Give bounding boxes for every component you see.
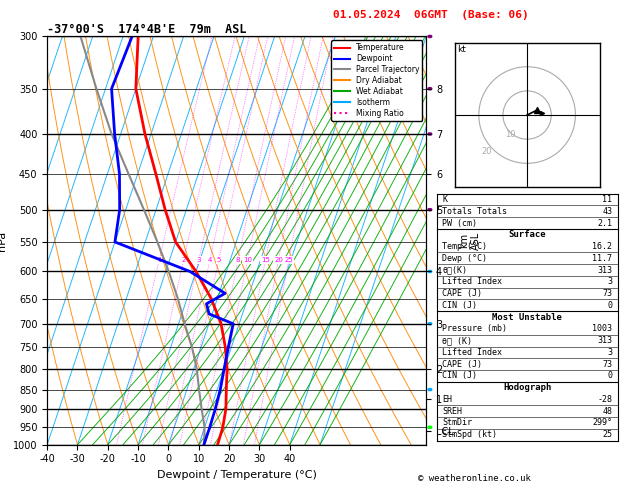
Text: -37°00'S  174°4B'E  79m  ASL: -37°00'S 174°4B'E 79m ASL <box>47 23 247 36</box>
Text: 0: 0 <box>607 371 612 381</box>
Text: 01.05.2024  06GMT  (Base: 06): 01.05.2024 06GMT (Base: 06) <box>333 10 529 20</box>
Text: 1: 1 <box>157 257 162 263</box>
Text: CIN (J): CIN (J) <box>442 371 477 381</box>
Text: K: K <box>442 195 447 204</box>
Text: Hodograph: Hodograph <box>503 383 551 392</box>
Text: 0: 0 <box>607 301 612 310</box>
Text: 15: 15 <box>261 257 270 263</box>
Text: 4: 4 <box>208 257 212 263</box>
Text: Surface: Surface <box>508 230 546 239</box>
Text: 48: 48 <box>602 407 612 416</box>
Text: SREH: SREH <box>442 407 462 416</box>
Text: 299°: 299° <box>592 418 612 428</box>
Text: CIN (J): CIN (J) <box>442 301 477 310</box>
Text: 73: 73 <box>602 289 612 298</box>
Text: 3: 3 <box>607 278 612 286</box>
Text: 25: 25 <box>284 257 293 263</box>
Text: 313: 313 <box>597 265 612 275</box>
Text: Pressure (mb): Pressure (mb) <box>442 324 507 333</box>
Text: 1003: 1003 <box>592 324 612 333</box>
Text: Lifted Index: Lifted Index <box>442 348 502 357</box>
Text: 43: 43 <box>602 207 612 216</box>
Text: StmDir: StmDir <box>442 418 472 428</box>
Text: 3: 3 <box>196 257 201 263</box>
Text: 8: 8 <box>236 257 240 263</box>
Text: Dewp (°C): Dewp (°C) <box>442 254 487 263</box>
Text: -28: -28 <box>597 395 612 404</box>
Text: 20: 20 <box>274 257 283 263</box>
Text: Temp (°C): Temp (°C) <box>442 242 487 251</box>
Text: 3: 3 <box>607 348 612 357</box>
Text: CAPE (J): CAPE (J) <box>442 360 482 369</box>
Text: 2: 2 <box>181 257 186 263</box>
Text: PW (cm): PW (cm) <box>442 219 477 227</box>
Y-axis label: km
ASL: km ASL <box>459 231 481 250</box>
Text: 2.1: 2.1 <box>597 219 612 227</box>
Text: Totals Totals: Totals Totals <box>442 207 507 216</box>
Text: 16.2: 16.2 <box>592 242 612 251</box>
Text: θᴄ (K): θᴄ (K) <box>442 336 472 345</box>
X-axis label: Dewpoint / Temperature (°C): Dewpoint / Temperature (°C) <box>157 470 316 480</box>
Legend: Temperature, Dewpoint, Parcel Trajectory, Dry Adiabat, Wet Adiabat, Isotherm, Mi: Temperature, Dewpoint, Parcel Trajectory… <box>331 40 423 121</box>
Text: θᴄ(K): θᴄ(K) <box>442 265 467 275</box>
Text: 25: 25 <box>602 430 612 439</box>
Text: Lifted Index: Lifted Index <box>442 278 502 286</box>
Text: 11: 11 <box>602 195 612 204</box>
Text: 5: 5 <box>216 257 221 263</box>
Text: 73: 73 <box>602 360 612 369</box>
Text: CAPE (J): CAPE (J) <box>442 289 482 298</box>
Text: © weatheronline.co.uk: © weatheronline.co.uk <box>418 474 532 483</box>
Text: StmSpd (kt): StmSpd (kt) <box>442 430 497 439</box>
Text: 11.7: 11.7 <box>592 254 612 263</box>
Text: 10: 10 <box>243 257 252 263</box>
Text: 313: 313 <box>597 336 612 345</box>
Text: EH: EH <box>442 395 452 404</box>
Text: Most Unstable: Most Unstable <box>492 312 562 322</box>
Y-axis label: hPa: hPa <box>0 230 8 251</box>
